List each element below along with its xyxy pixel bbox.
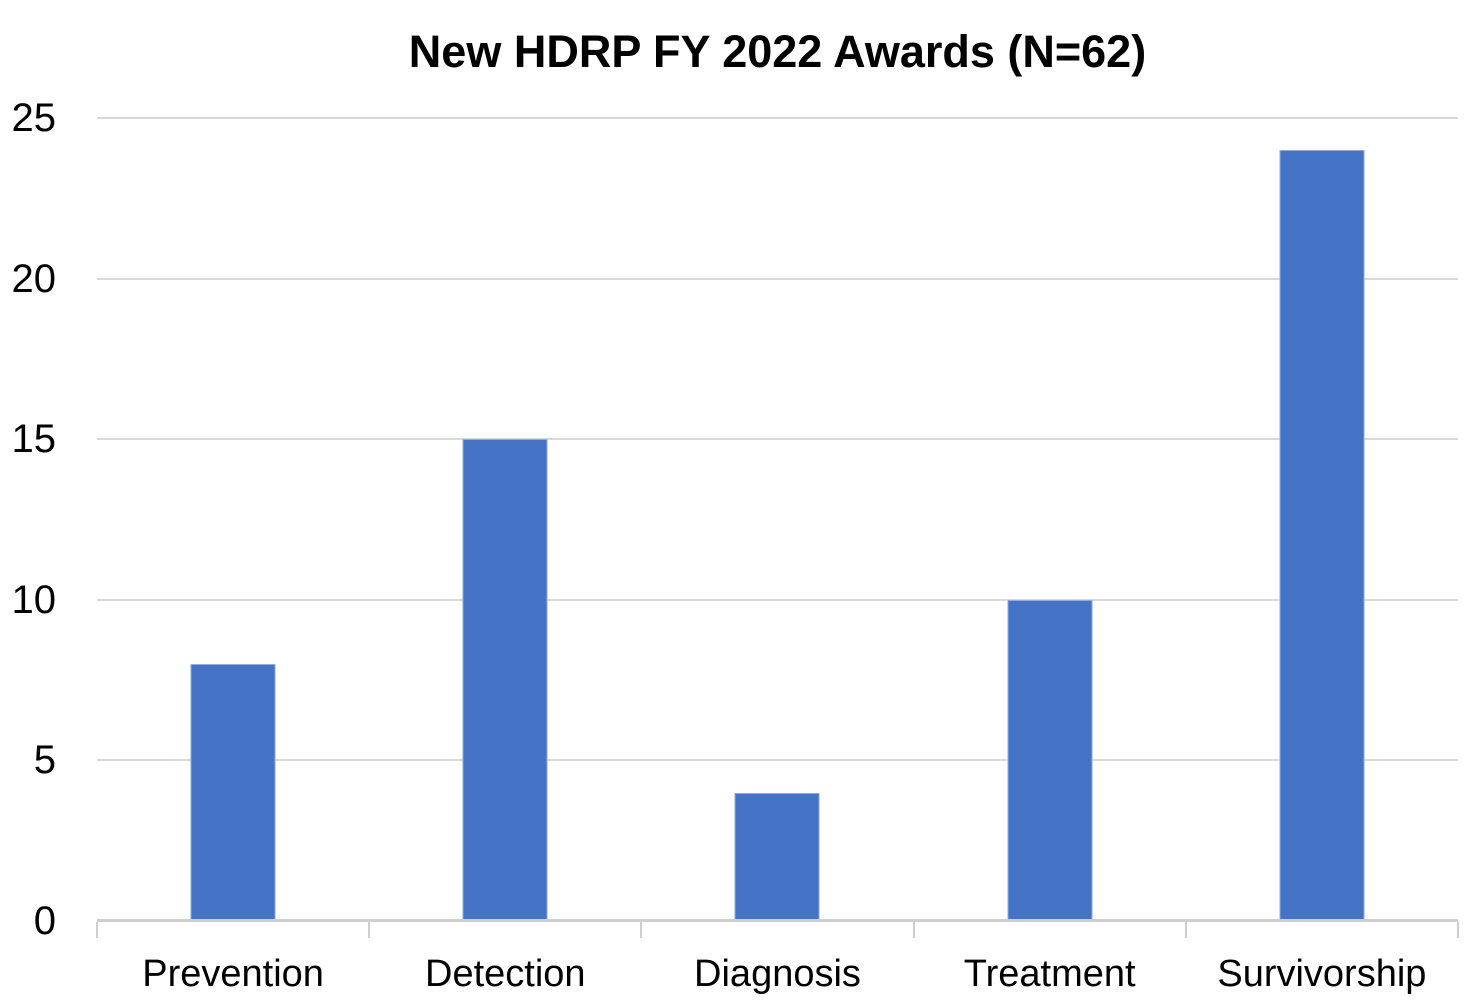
category-label-survivorship: Survivorship xyxy=(1217,953,1427,995)
y-axis-tick-label: 0 xyxy=(33,899,56,943)
bar-treatment xyxy=(1007,599,1093,921)
gridline xyxy=(97,117,1458,119)
y-axis-tick-label: 20 xyxy=(11,256,57,301)
bar-slot xyxy=(914,118,1186,921)
y-axis-tick-label: 10 xyxy=(11,577,57,622)
bar-prevention xyxy=(190,664,276,921)
x-axis-line xyxy=(97,919,1458,922)
x-axis-tick xyxy=(912,922,915,938)
chart-title: New HDRP FY 2022 Awards (N=62) xyxy=(408,26,1147,77)
category-label-detection: Detection xyxy=(425,953,586,995)
plot-area xyxy=(96,117,1459,938)
y-axis-tick-label: 15 xyxy=(11,417,57,462)
x-axis-tick xyxy=(1457,922,1459,938)
gridline xyxy=(97,759,1458,762)
category-label-diagnosis: Diagnosis xyxy=(694,953,861,995)
gridline xyxy=(97,598,1458,601)
bar-slot xyxy=(97,118,369,921)
x-axis-tick xyxy=(368,922,371,938)
gridline xyxy=(97,438,1458,441)
y-axis-tick-label: 5 xyxy=(33,738,56,783)
gridline xyxy=(97,277,1458,280)
x-axis-tick xyxy=(640,922,643,938)
category-label-treatment: Treatment xyxy=(963,953,1136,995)
bar-slot xyxy=(369,118,641,921)
x-axis-tick xyxy=(1184,922,1187,938)
bar-detection xyxy=(462,439,548,921)
bar-diagnosis xyxy=(734,792,820,921)
y-axis-tick-label: 25 xyxy=(11,96,57,140)
bar-survivorship xyxy=(1279,150,1365,921)
category-label-prevention: Prevention xyxy=(142,953,324,995)
x-axis-tick xyxy=(96,922,98,938)
bar-slot xyxy=(1186,118,1458,921)
bar-slot xyxy=(641,118,913,921)
